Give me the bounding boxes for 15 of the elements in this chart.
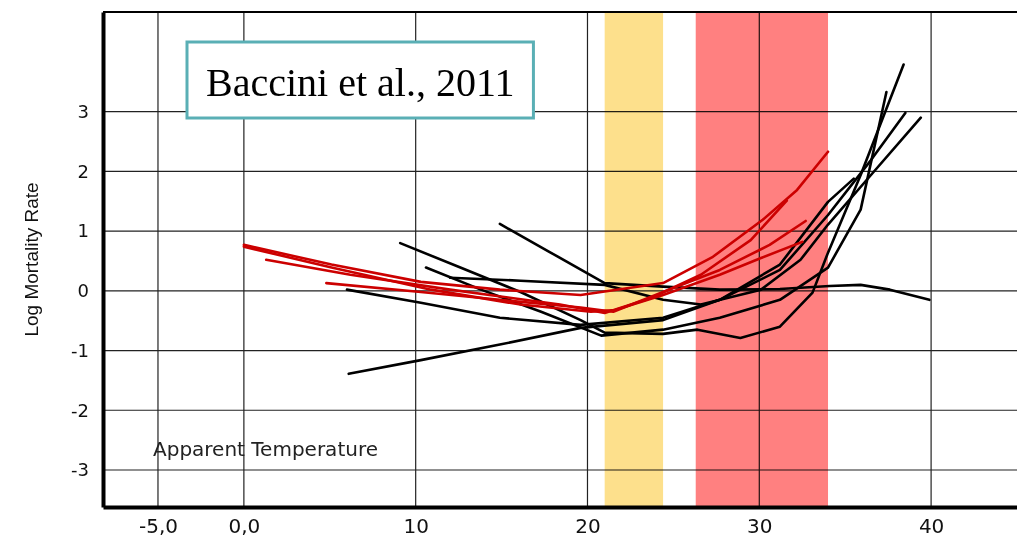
annotation: Baccini et al., 2011	[206, 60, 515, 105]
x-tick-label: 40	[918, 514, 945, 536]
x-tick-label: 10	[403, 514, 429, 536]
x-tick-label: -5,0	[138, 514, 178, 536]
y-tick-label: -3	[71, 459, 89, 481]
y-tick-label: 0	[77, 280, 89, 302]
y-axis-title: Log Mortality Rate	[21, 182, 42, 337]
y-tick-label: -2	[71, 399, 89, 421]
x-tick-label: 30	[747, 514, 773, 536]
y-tick-label: 1	[77, 220, 89, 242]
y-tick-label: 2	[77, 160, 89, 182]
y-tick-label: 3	[77, 100, 89, 122]
x-tick-label: 20	[575, 514, 601, 536]
y-tick-label: -1	[71, 339, 89, 361]
x-tick-label: 0,0	[228, 514, 261, 536]
